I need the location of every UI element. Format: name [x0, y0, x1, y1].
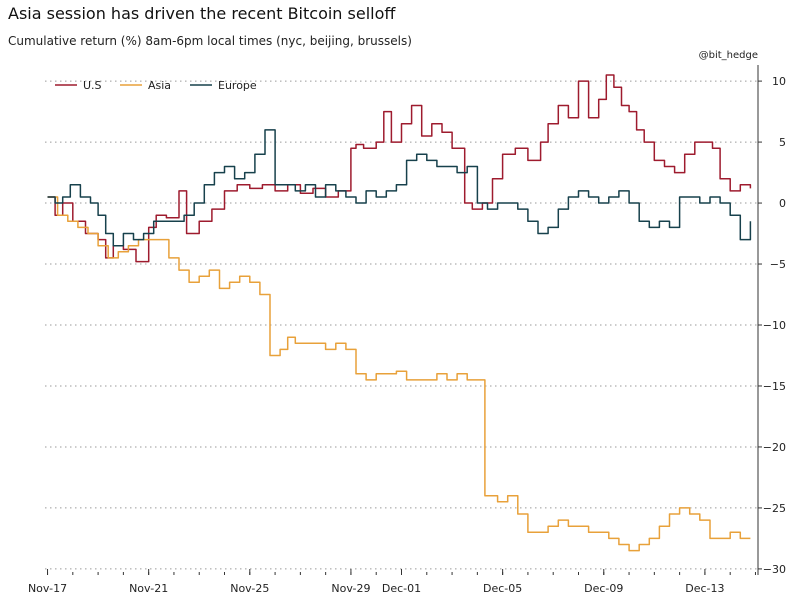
x-tick-label: Nov-25	[230, 582, 269, 595]
x-tick-label: Nov-29	[331, 582, 370, 595]
legend-label: Asia	[148, 79, 171, 92]
x-tick-label: Dec-09	[584, 582, 623, 595]
y-tick-label: −10	[763, 319, 786, 332]
series-lines	[47, 74, 752, 552]
x-tick-label: Dec-01	[382, 582, 421, 595]
chart-credit: @bit_hedge	[698, 50, 758, 61]
y-tick-label: 10	[772, 75, 786, 88]
y-tick-label: 0	[779, 197, 786, 210]
x-tick-label: Nov-21	[129, 582, 168, 595]
legend-label: U.S	[83, 79, 102, 92]
legend: U.S Asia Europe	[55, 79, 257, 92]
series-line-us	[47, 74, 752, 263]
y-tick-label: −30	[763, 563, 786, 576]
y-tick-label: −20	[763, 441, 786, 454]
gridlines	[45, 80, 758, 570]
legend-label: Europe	[218, 79, 257, 92]
y-tick-label: −5	[770, 258, 786, 271]
series-line-europe	[47, 129, 752, 247]
x-tick-label: Nov-17	[28, 582, 67, 595]
chart-subtitle: Cumulative return (%) 8am-6pm local time…	[8, 34, 412, 48]
x-tick-label: Dec-13	[685, 582, 724, 595]
y-tick-label: −25	[763, 502, 786, 515]
chart-title: Asia session has driven the recent Bitco…	[8, 4, 396, 23]
y-tick-label: −15	[763, 380, 786, 393]
x-tick-label: Dec-05	[483, 582, 522, 595]
y-tick-label: 5	[779, 136, 786, 149]
axes: 10 5 0 −5 −10 −15 −20 −25 −30 Nov-17 Nov-21 Nov-25 N…	[28, 65, 786, 595]
series-line-asia	[47, 196, 751, 552]
